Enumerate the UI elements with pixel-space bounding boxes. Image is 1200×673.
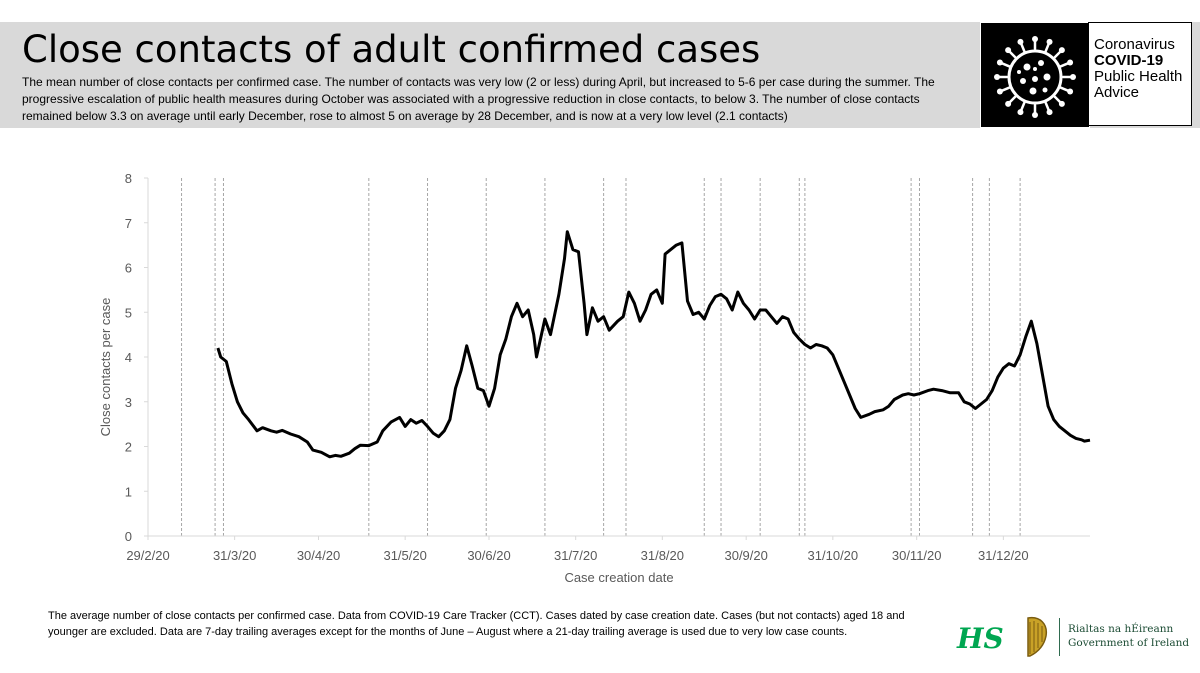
x-tick-label: 30/6/20 (467, 548, 510, 563)
x-tick-label: 31/10/20 (808, 548, 859, 563)
y-tick-label: 6 (125, 261, 132, 276)
logo-line-1: Coronavirus (1094, 36, 1175, 53)
hse-logo-text: HSE (956, 622, 1003, 655)
y-tick-label: 8 (125, 171, 132, 186)
x-tick-label: 31/3/20 (213, 548, 256, 563)
x-tick-label: 31/7/20 (554, 548, 597, 563)
coronavirus-icon (980, 22, 1090, 128)
x-axis-label: Case creation date (564, 570, 673, 585)
x-tick-label: 31/12/20 (978, 548, 1029, 563)
series-line-close-contacts (216, 230, 1091, 459)
header-band: Close contacts of adult confirmed cases … (0, 22, 1200, 128)
logo-line-2: COVID-19 (1094, 52, 1164, 69)
y-tick-label: 3 (125, 395, 132, 410)
harp-icon (1020, 614, 1052, 660)
y-tick-label: 2 (125, 440, 132, 455)
page-title: Close contacts of adult confirmed cases (22, 28, 761, 71)
page-subtitle: The mean number of close contacts per co… (22, 75, 935, 123)
hse-logo: HSE (955, 618, 1026, 656)
y-tick-label: 5 (125, 305, 132, 320)
x-tick-label: 30/9/20 (724, 548, 767, 563)
logo-line-4: Advice (1094, 84, 1140, 101)
y-tick-label: 1 (125, 484, 132, 499)
logo-line-3: Public Health (1094, 68, 1183, 85)
close-contacts-line-chart: 0 1 2 3 4 5 6 7 8 29/2/20 31/3/20 30/4/20 31/5/20 30/… (98, 171, 1091, 585)
footnote: The average number of close contacts per… (48, 610, 905, 638)
y-axis-label: Close contacts per case (98, 298, 113, 437)
y-tick-label: 0 (125, 529, 132, 544)
covid-advice-label: Coronavirus COVID-19 Public Health Advic… (1088, 22, 1192, 126)
x-tick-label: 31/8/20 (641, 548, 684, 563)
x-tick-label: 30/11/20 (892, 548, 942, 563)
gov-line-irish: Rialtas na hÉireann (1068, 623, 1174, 635)
government-of-ireland-logo: Rialtas na hÉireann Government of Irelan… (1068, 622, 1189, 650)
y-tick-label: 7 (125, 216, 132, 231)
x-tick-label: 30/4/20 (297, 548, 340, 563)
y-tick-label: 4 (125, 350, 132, 365)
gov-line-english: Government of Ireland (1068, 637, 1190, 649)
gov-divider (1059, 618, 1060, 656)
x-tick-label: 31/5/20 (383, 548, 426, 563)
x-tick-label: 29/2/20 (126, 548, 169, 563)
